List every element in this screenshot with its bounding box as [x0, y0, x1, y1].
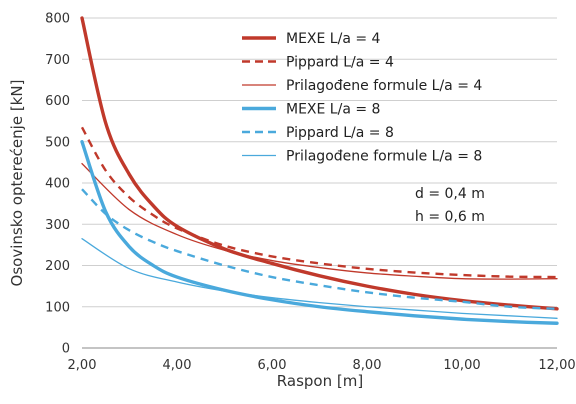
legend-label: MEXE L/a = 4	[286, 31, 381, 47]
x-tick-label: 6,00	[258, 358, 287, 373]
series-line	[80, 16, 559, 311]
series-layer	[80, 16, 559, 325]
grid-layer	[82, 17, 557, 349]
annotation-d: d = 0,4 m	[415, 186, 485, 202]
series-line	[80, 140, 559, 325]
y-tick-label: 100	[45, 300, 70, 315]
series-line	[81, 162, 558, 280]
x-tick-label: 2,00	[68, 358, 97, 373]
y-axis-title: Osovinsko opterećenje [kN]	[8, 80, 26, 287]
x-tick-label: 12,00	[538, 358, 575, 373]
y-tick-label: 400	[45, 177, 70, 192]
y-tick-label: 600	[45, 94, 70, 109]
annotation-h: h = 0,6 m	[415, 209, 485, 225]
legend-label: Prilagođene formule L/a = 8	[286, 149, 482, 165]
legend-label: Prilagođene formule L/a = 4	[286, 78, 482, 94]
legend: MEXE L/a = 4 Pippard L/a = 4 Prilagođene f…	[242, 31, 482, 165]
y-tick-label: 300	[45, 218, 70, 233]
series-line	[81, 238, 558, 319]
y-tick-label: 800	[45, 12, 70, 27]
x-tick-label: 4,00	[163, 358, 192, 373]
y-tick-label: 700	[45, 53, 70, 68]
series-line	[80, 126, 558, 279]
legend-label: Pippard L/a = 8	[286, 125, 394, 141]
series-line	[81, 188, 558, 311]
x-tick-label: 8,00	[353, 358, 382, 373]
legend-label: Pippard L/a = 4	[286, 55, 394, 71]
x-tick-label: 10,00	[443, 358, 480, 373]
y-tick-label: 0	[62, 342, 70, 357]
y-tick-label: 500	[45, 135, 70, 150]
y-tick-label: 200	[45, 259, 70, 274]
x-axis-title: Raspon [m]	[277, 372, 363, 390]
legend-label: MEXE L/a = 8	[286, 102, 380, 118]
tick-layer: 0 100 200 300 400 500 600 700 800 2,00 4,00 6,00 8,0…	[45, 12, 575, 374]
